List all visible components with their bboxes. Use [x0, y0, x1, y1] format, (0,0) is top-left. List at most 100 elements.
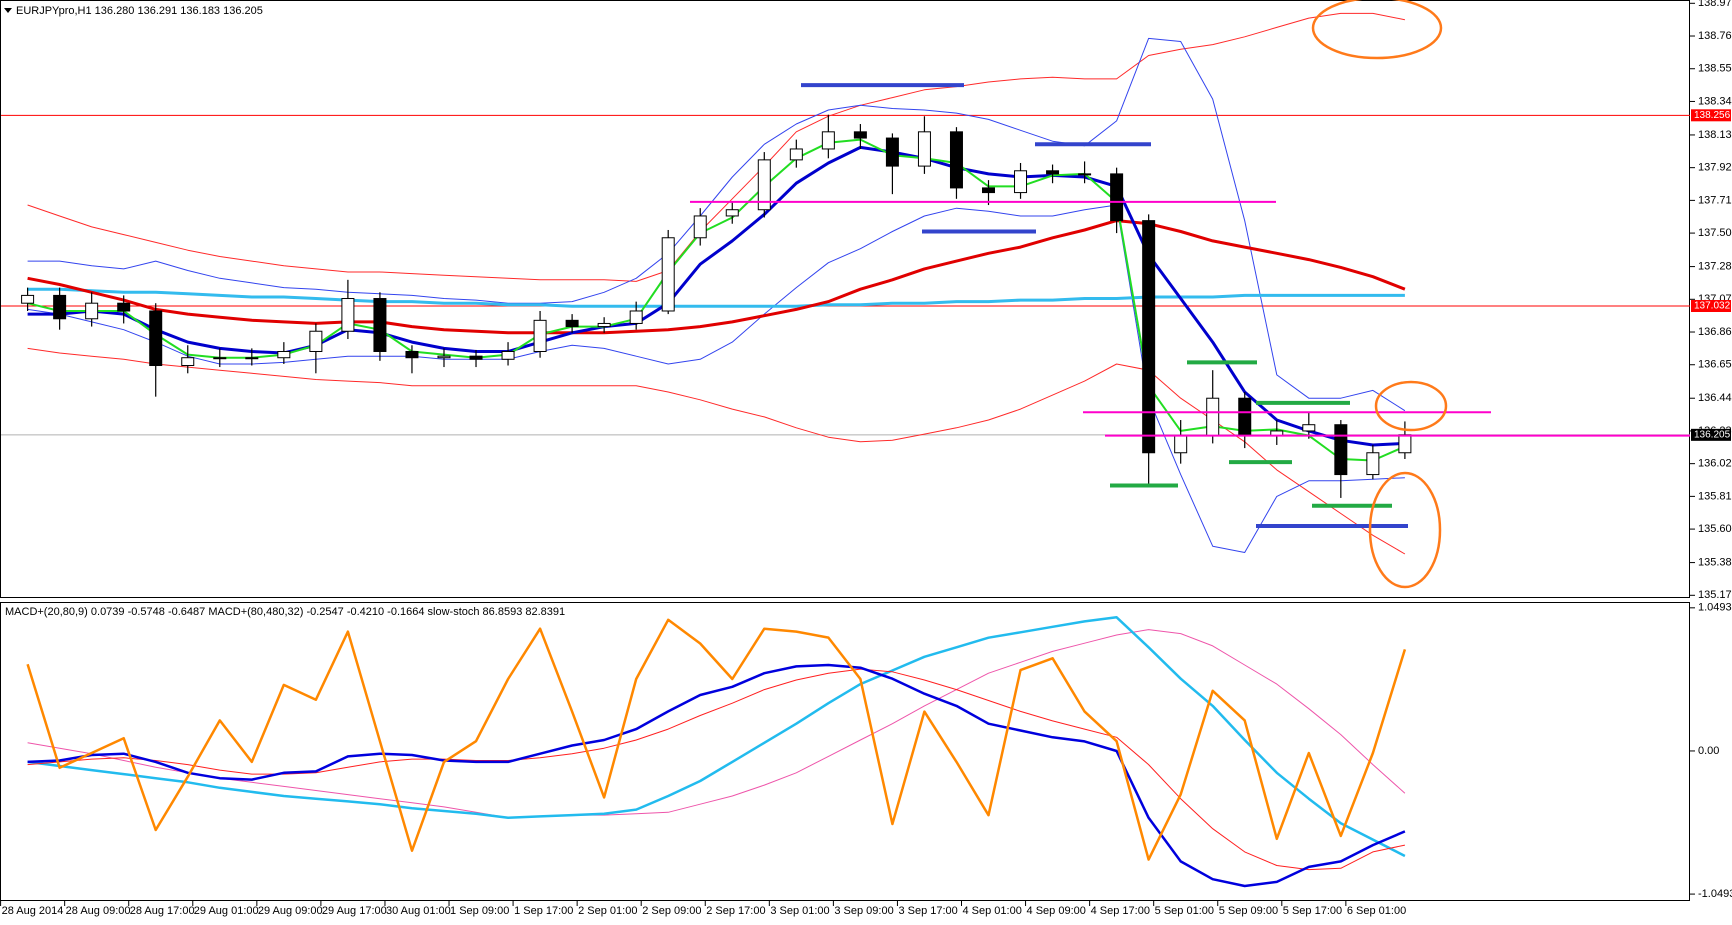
y-tick-label: 137.710 — [1698, 194, 1732, 206]
candle-body — [1046, 170, 1060, 175]
x-tick-label: 29 Aug 01:00 — [194, 905, 259, 917]
y-tick-label: 135.175 — [1698, 589, 1732, 601]
y-tick-label: -1.0493 — [1698, 888, 1732, 900]
candle-body — [853, 131, 867, 139]
candle-body — [405, 350, 419, 359]
candle-body — [1142, 220, 1156, 454]
candle-body — [309, 330, 323, 352]
candle-body — [693, 215, 707, 239]
candle-body — [181, 357, 195, 367]
y-tick-label: 135.810 — [1698, 490, 1732, 502]
y-tick-label: 136.655 — [1698, 359, 1732, 371]
y-tick-label: 136.440 — [1698, 392, 1732, 404]
indicator-line — [27, 287, 1405, 308]
candle-body — [1174, 435, 1188, 454]
candle-body — [629, 310, 643, 324]
x-tick-label: 1 Sep 09:00 — [450, 905, 509, 917]
indicator-line — [27, 204, 1405, 553]
price-tag-label: 138.256 — [1694, 110, 1731, 121]
candle-body — [661, 237, 675, 312]
candle-body — [1398, 434, 1412, 454]
candle-body — [1110, 173, 1124, 222]
candle-body — [1302, 424, 1316, 432]
price-tag-label: 137.032 — [1694, 301, 1731, 312]
price-tag — [1691, 109, 1731, 122]
candle-body — [1078, 173, 1092, 176]
x-tick-label: 29 Aug 17:00 — [322, 905, 387, 917]
indicator-line — [27, 219, 1406, 335]
y-tick-label: 0.00 — [1698, 745, 1719, 757]
candle-body — [533, 319, 547, 352]
candle-body — [437, 355, 451, 359]
x-tick-label: 2 Sep 17:00 — [706, 905, 765, 917]
price-tag — [1691, 428, 1731, 441]
annotation-ellipse — [1368, 471, 1442, 589]
y-tick-label: 137.920 — [1698, 162, 1732, 174]
candle-body — [789, 148, 803, 161]
y-tick-label: 137.285 — [1698, 260, 1732, 272]
candle-body — [1014, 170, 1028, 194]
indicator-line — [27, 138, 1406, 462]
candle-body — [277, 350, 291, 359]
candle-body — [245, 357, 259, 360]
indicator-panel-frame — [0, 602, 1690, 901]
x-tick-label: 30 Aug 01:00 — [386, 905, 451, 917]
x-tick-label: 3 Sep 09:00 — [834, 905, 893, 917]
price-tag — [1691, 299, 1731, 312]
x-tick-label: 4 Sep 09:00 — [1027, 905, 1086, 917]
indicator-header: MACD+(20,80,9) 0.0739 -0.5748 -0.6487 MA… — [5, 606, 565, 618]
candle-body — [725, 209, 739, 217]
x-tick-label: 28 Aug 2014 — [2, 905, 64, 917]
y-tick-label: 138.765 — [1698, 30, 1732, 42]
x-tick-label: 3 Sep 17:00 — [898, 905, 957, 917]
y-tick-label: 138.555 — [1698, 63, 1732, 75]
x-tick-label: 1 Sep 17:00 — [514, 905, 573, 917]
y-tick-label: 1.0493 — [1698, 602, 1732, 614]
indicator-line — [27, 616, 1406, 858]
price-panel-frame — [0, 0, 1690, 598]
candle-body — [917, 131, 931, 167]
candle-body — [949, 131, 963, 189]
x-tick-label: 5 Sep 01:00 — [1155, 905, 1214, 917]
y-tick-label: 138.975 — [1698, 0, 1732, 9]
x-tick-label: 2 Sep 01:00 — [578, 905, 637, 917]
x-tick-label: 5 Sep 09:00 — [1219, 905, 1278, 917]
candle-body — [213, 357, 227, 360]
candle-body — [982, 187, 995, 194]
annotation-ellipse — [1374, 380, 1448, 432]
x-tick-label: 6 Sep 01:00 — [1347, 905, 1406, 917]
candle-body — [1238, 397, 1252, 437]
candle-body — [341, 298, 355, 332]
candle-body — [821, 131, 835, 150]
y-tick-label: 135.385 — [1698, 556, 1732, 568]
y-tick-label: 138.345 — [1698, 95, 1732, 107]
x-tick-label: 28 Aug 17:00 — [130, 905, 195, 917]
menu-arrow[interactable] — [4, 8, 12, 13]
candle-body — [1366, 452, 1380, 476]
indicator-line — [27, 668, 1406, 871]
price-header: EURJPYpro,H1 136.280 136.291 136.183 136… — [16, 5, 263, 17]
indicator-line — [27, 12, 1405, 282]
candle-body — [501, 350, 515, 360]
annotation-ellipse — [1311, 0, 1443, 60]
indicator-line — [27, 663, 1406, 888]
candle-body — [149, 310, 163, 367]
x-tick-label: 29 Aug 09:00 — [258, 905, 323, 917]
candle-body — [597, 322, 611, 328]
y-tick-label: 136.020 — [1698, 458, 1732, 470]
candle-body — [117, 302, 131, 312]
y-tick-label: 135.600 — [1698, 523, 1732, 535]
y-tick-label: 138.130 — [1698, 129, 1732, 141]
candle-body — [885, 137, 899, 167]
candle-body — [373, 298, 387, 352]
candle-body — [53, 294, 67, 320]
candle-body — [21, 294, 35, 304]
y-tick-label: 136.865 — [1698, 326, 1732, 338]
x-tick-label: 4 Sep 17:00 — [1091, 905, 1150, 917]
candle-body — [469, 355, 483, 360]
candle-body — [85, 302, 99, 320]
